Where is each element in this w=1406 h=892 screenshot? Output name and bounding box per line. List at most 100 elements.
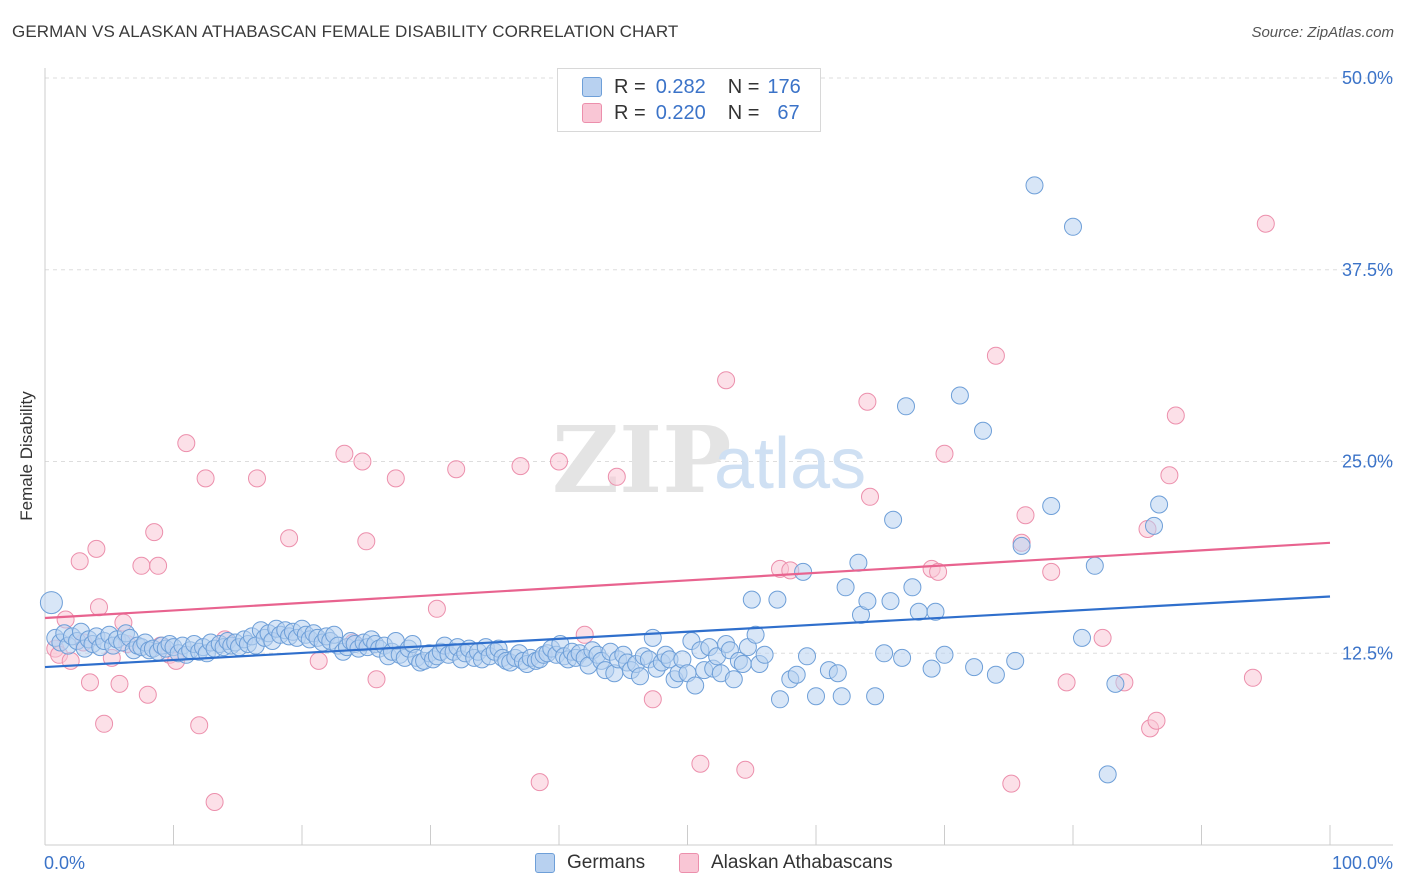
german-point	[631, 667, 649, 686]
trend-lines	[44, 541, 1331, 669]
german-point	[733, 655, 752, 673]
chart-title: GERMAN VS ALASKAN ATHABASCAN FEMALE DISA…	[12, 22, 679, 41]
alaskan-point	[1160, 466, 1179, 485]
german-point	[39, 591, 63, 615]
alaskan-point	[335, 444, 354, 463]
trend-line-alaskan	[44, 541, 1331, 620]
german-point	[849, 553, 868, 572]
trend-line-germans	[44, 595, 1331, 669]
series-legend-alaskan[interactable]: Alaskan Athabascans	[679, 852, 893, 874]
alaskan-point	[575, 625, 594, 644]
alaskan-point	[138, 685, 157, 704]
gridlines	[45, 77, 1393, 654]
legend-swatch-germans	[582, 77, 602, 97]
alaskan-point	[1042, 562, 1061, 581]
german-point	[1012, 536, 1031, 555]
german-point	[893, 648, 912, 667]
german-point	[1150, 495, 1169, 514]
german-point	[643, 628, 662, 647]
german-point	[836, 578, 855, 597]
alaskan-point	[205, 793, 224, 811]
german-point	[724, 670, 743, 689]
series-legend: Germans Alaskan Athabascans	[0, 852, 1406, 878]
alaskan-point	[353, 452, 372, 471]
german-point	[922, 659, 941, 678]
alaskan-point	[691, 754, 710, 773]
alaskan-point	[929, 562, 948, 581]
german-point	[686, 676, 705, 695]
german-point	[974, 421, 992, 440]
alaskan-point	[530, 773, 549, 792]
legend-n-label: N =	[727, 75, 760, 98]
y-tick-label: 50.0%	[1342, 68, 1393, 88]
alaskan-point	[196, 469, 215, 488]
german-point	[1064, 217, 1082, 236]
alaskan-point	[367, 670, 386, 689]
watermark-atlas: atlas	[714, 424, 866, 504]
alaskan-point	[427, 599, 446, 618]
source-credit: Source: ZipAtlas.com	[1251, 24, 1394, 41]
alaskan-point	[90, 598, 108, 617]
german-point	[1025, 176, 1044, 195]
alaskan-point	[1256, 214, 1275, 233]
legend-n-label: N =	[727, 101, 760, 124]
german-point	[884, 510, 903, 529]
german-point	[926, 602, 945, 621]
german-point	[798, 647, 816, 666]
alaskan-point	[643, 690, 662, 709]
german-point	[1085, 556, 1104, 575]
alaskan-point	[81, 673, 99, 692]
german-point	[832, 687, 851, 706]
german-point	[771, 690, 789, 709]
alaskan-point	[1147, 711, 1166, 730]
alaskan-point	[1243, 668, 1262, 687]
alaskan-point	[1002, 774, 1021, 793]
alaskan-point	[132, 556, 151, 575]
series-swatch-alaskan	[679, 853, 699, 873]
german-point	[1073, 628, 1091, 647]
series-swatch-germans	[535, 853, 555, 873]
german-point	[1106, 674, 1125, 693]
alaskan-point	[447, 460, 466, 479]
alaskan-point	[1093, 628, 1112, 647]
alaskan-point	[357, 532, 376, 551]
german-point	[1145, 516, 1163, 535]
data-points	[39, 176, 1275, 811]
x-tick-label-max: 100.0%	[1332, 853, 1393, 873]
legend-row-alaskan: R = 0.220 N = 67	[582, 101, 800, 125]
legend-row-germans: R = 0.282 N = 176	[582, 75, 801, 99]
alaskan-point	[1166, 406, 1185, 425]
german-point	[794, 562, 813, 581]
watermark: ZIP atlas	[552, 406, 866, 514]
german-point	[768, 590, 787, 609]
alaskan-point	[145, 523, 164, 542]
german-point	[881, 592, 900, 611]
alaskan-point	[607, 467, 626, 486]
german-point	[950, 386, 969, 405]
y-tick-label: 12.5%	[1342, 643, 1393, 663]
y-tick-label: 37.5%	[1342, 260, 1393, 280]
tick-labels: 12.5% 25.0% 37.5% 50.0% 0.0% 100.0%	[44, 68, 1393, 873]
stats-legend: R = 0.282 N = 176 R = 0.220 N = 67	[557, 68, 821, 132]
german-point	[903, 578, 922, 597]
alaskan-point	[935, 444, 954, 463]
alaskan-point	[1057, 673, 1076, 692]
alaskan-point	[177, 434, 196, 453]
german-point	[828, 664, 847, 683]
legend-n-value-germans: 176	[767, 75, 801, 98]
german-point	[1006, 651, 1025, 670]
alaskan-point	[190, 716, 209, 735]
legend-r-label: R =	[614, 75, 646, 98]
alaskan-point	[858, 392, 877, 411]
legend-r-value-germans: 0.282	[655, 75, 706, 98]
german-point	[746, 625, 765, 644]
series-legend-germans[interactable]: Germans	[535, 852, 645, 874]
german-point	[755, 645, 774, 664]
alaskan-point	[248, 469, 266, 488]
german-point	[787, 665, 806, 684]
alaskan-point	[986, 346, 1005, 365]
german-point	[965, 658, 984, 677]
alaskan-point	[309, 651, 328, 670]
legend-r-label: R =	[614, 101, 646, 124]
